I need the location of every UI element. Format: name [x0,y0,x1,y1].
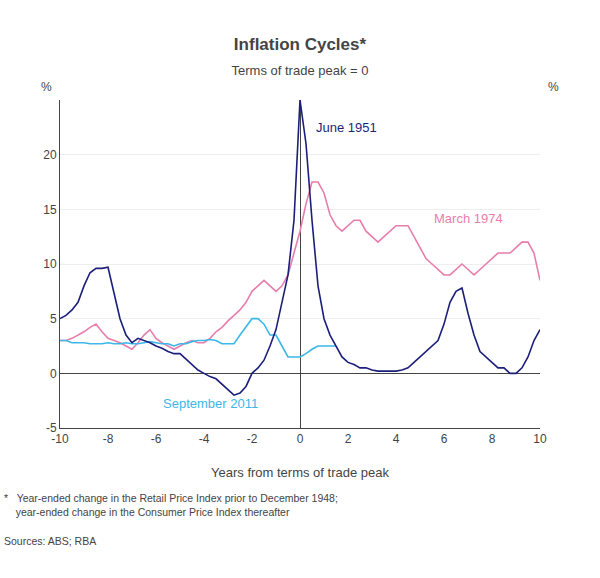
svg-text:-6: -6 [151,432,162,446]
svg-text:%: % [41,80,52,94]
svg-text:June 1951: June 1951 [316,120,377,135]
svg-text:20: 20 [43,148,57,162]
svg-text:Sources: ABS; RBA: Sources: ABS; RBA [4,535,96,547]
svg-text:-5: -5 [46,421,57,435]
svg-text:-4: -4 [199,432,210,446]
svg-text:4: 4 [393,432,400,446]
svg-text:-2: -2 [247,432,258,446]
svg-text:10: 10 [43,257,57,271]
svg-text:0: 0 [50,367,57,381]
svg-text:15: 15 [43,203,57,217]
svg-text:8: 8 [489,432,496,446]
svg-text:0: 0 [297,432,304,446]
svg-text:September 2011: September 2011 [163,396,258,411]
svg-text:* Year-ended change in the R: * Year-ended change in the Retail Price … [4,492,338,518]
svg-text:Inflation Cycles*: Inflation Cycles* [234,35,367,54]
svg-text:%: % [548,80,559,94]
svg-text:5: 5 [50,312,57,326]
svg-text:2: 2 [345,432,352,446]
svg-text:-10: -10 [51,432,69,446]
svg-text:Years from terms of trade peak: Years from terms of trade peak [211,465,389,480]
svg-text:10: 10 [533,432,547,446]
svg-text:Terms of trade peak = 0: Terms of trade peak = 0 [232,63,369,78]
svg-text:March 1974: March 1974 [434,211,503,226]
svg-text:6: 6 [441,432,448,446]
svg-text:-8: -8 [103,432,114,446]
